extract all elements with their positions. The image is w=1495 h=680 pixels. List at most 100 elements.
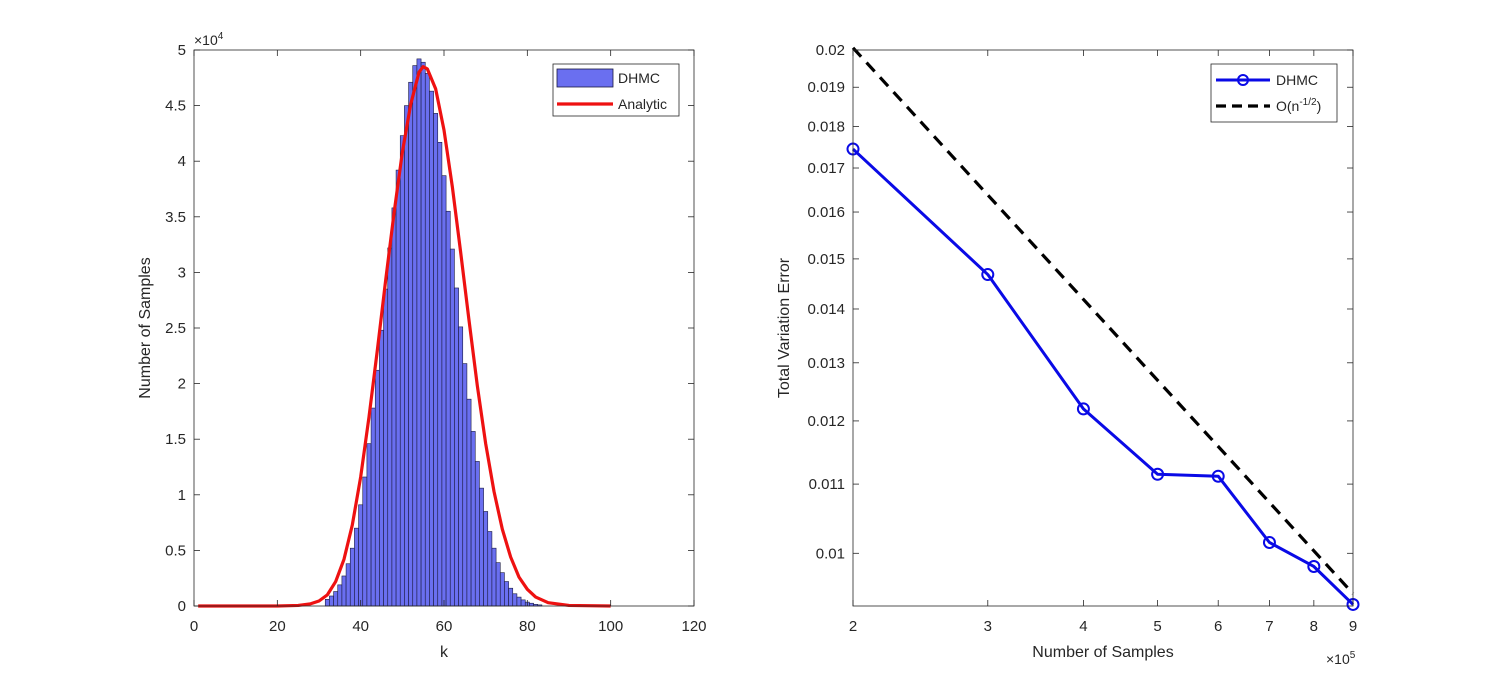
histogram-bar (504, 581, 509, 607)
histogram-bar (329, 595, 334, 607)
histogram-bar (508, 587, 514, 607)
x-tick-label: 60 (436, 618, 453, 635)
x-tick-label: 2 (849, 618, 857, 635)
histogram-bar (437, 141, 443, 607)
histogram-bar (358, 504, 364, 607)
histogram-bar (441, 175, 447, 607)
histogram-bar (383, 288, 389, 607)
x-tick-label: 8 (1310, 618, 1318, 635)
x-tick-label: 100 (598, 618, 623, 635)
histogram-bar (454, 287, 459, 607)
y-tick-label: 0.017 (807, 160, 845, 177)
histogram-bar (412, 65, 418, 607)
x-tick-label: 3 (984, 618, 992, 635)
histogram-bar (516, 596, 522, 607)
histogram-bar (479, 487, 484, 607)
histogram-bar (462, 363, 468, 607)
histogram-bar (399, 135, 405, 607)
histogram-bar (512, 593, 518, 607)
histogram-bar (349, 547, 355, 607)
y-tick-label: 0 (178, 598, 186, 615)
histogram-bar (458, 326, 464, 607)
left-x-axis-label: k (440, 644, 449, 661)
y-tick-label: 0.011 (809, 476, 845, 493)
x-tick-label: 40 (352, 618, 369, 635)
histogram-bar (374, 369, 380, 607)
histogram-bar (387, 247, 393, 607)
y-tick-label: 3 (178, 264, 186, 281)
histogram-bar (470, 431, 476, 607)
left-y-exponent: ×104 (194, 31, 224, 48)
histogram-bar (499, 572, 505, 607)
dhmc-data-point (981, 268, 995, 282)
right-x-exponent-power: 5 (1350, 650, 1356, 661)
histogram-bar (445, 210, 451, 607)
histogram-bar (429, 90, 434, 607)
convergence-chart: 0.01 0.011 0.012 0.013 0.014 0.015 0.016 0.017 0… (776, 42, 1360, 667)
right-legend-box (1210, 63, 1338, 123)
y-tick-label: 2.5 (165, 320, 186, 337)
x-tick-label: 7 (1265, 618, 1273, 635)
y-tick-label: 3.5 (165, 209, 186, 226)
reference-line (851, 46, 1355, 595)
histogram-bar (420, 61, 426, 607)
histogram-bar (474, 461, 480, 607)
y-tick-label: 5 (178, 42, 186, 59)
dhmc-data-point (1151, 467, 1165, 481)
legend-reference-suffix: ) (1317, 98, 1322, 114)
left-y-axis-label: Number of Samples (137, 257, 154, 398)
left-y-exponent-base: ×10 (194, 32, 218, 48)
left-x-ticks: 0 20 40 60 80 100 120 (190, 50, 707, 635)
right-plot-area (853, 50, 1353, 606)
histogram-bar (520, 599, 526, 607)
dhmc-data-point (1211, 469, 1225, 483)
histogram-bar (466, 398, 472, 607)
dhmc-data-point (1262, 535, 1276, 549)
histogram-bar (449, 248, 455, 607)
x-tick-label: 5 (1153, 618, 1161, 635)
histogram-bar (391, 207, 397, 607)
histogram-bar (395, 169, 401, 607)
x-tick-label: 9 (1349, 618, 1357, 635)
right-legend: DHMC O(n-1/2) (1210, 63, 1338, 123)
histogram-bar (495, 562, 501, 607)
left-legend: DHMC Analytic (552, 63, 680, 117)
dhmc-error-line (851, 147, 1355, 606)
histogram-bar (491, 547, 497, 607)
analytic-curve (198, 65, 611, 608)
y-tick-label: 2 (178, 376, 186, 393)
y-tick-label: 0.012 (807, 413, 845, 430)
y-tick-label: 0.5 (165, 542, 186, 559)
histogram-bar (345, 563, 351, 607)
legend-label-analytic: Analytic (618, 96, 667, 112)
histogram-bar (408, 81, 414, 607)
x-tick-label: 0 (190, 618, 198, 635)
y-tick-label: 0.015 (807, 251, 845, 268)
legend-label-dhmc-hist: DHMC (618, 70, 660, 86)
right-plot-frame (852, 49, 1354, 607)
histogram-bar (370, 407, 376, 607)
x-tick-label: 6 (1214, 618, 1222, 635)
y-tick-label: 0.013 (807, 355, 845, 372)
legend-label-dhmc: DHMC (1276, 72, 1318, 88)
x-tick-label: 4 (1079, 618, 1087, 635)
y-tick-label: 0.02 (816, 42, 845, 59)
y-tick-label: 0.019 (807, 79, 845, 96)
left-y-exponent-power: 4 (218, 31, 224, 42)
histogram-bar (424, 73, 430, 607)
histogram-bar (341, 575, 347, 607)
right-y-axis-label: Total Variation Error (776, 257, 793, 398)
legend-marker-dhmc (1237, 74, 1249, 86)
histogram-bar (487, 531, 493, 607)
histogram-bar (379, 329, 384, 607)
dhmc-data-point (1307, 559, 1321, 573)
histogram-bar (483, 511, 489, 607)
histogram-bar (529, 602, 534, 607)
histogram-bar (324, 599, 330, 607)
dhmc-data-point (1076, 402, 1090, 416)
x-tick-label: 80 (519, 618, 536, 635)
histogram-chart: 0 20 40 60 80 100 120 0 0.5 1 1.5 2 2.5 3 3.5 4 4.5 5 ×1… (137, 31, 707, 661)
x-tick-label: 20 (269, 618, 286, 635)
histogram-bar (404, 105, 409, 607)
histogram-bar (433, 113, 439, 607)
